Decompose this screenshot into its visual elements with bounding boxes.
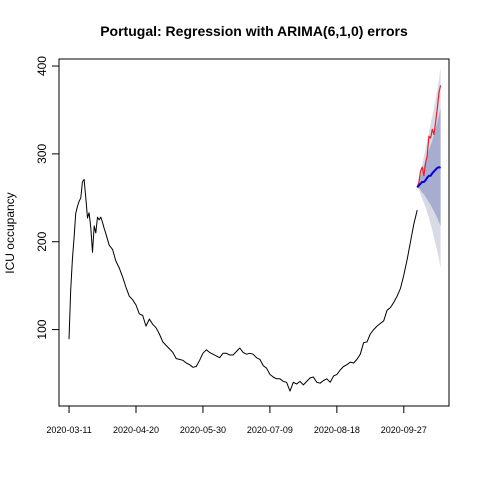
y-axis-label: ICU occupancy [3, 192, 17, 273]
x-tick-label: 2020-08-18 [314, 425, 360, 435]
series-layer [68, 85, 442, 392]
x-tick-label: 2020-03-11 [46, 425, 91, 435]
x-axis: 2020-03-11 2020-04-20 2020-05-30 2020-07-09… [46, 405, 427, 435]
actual-series-line [416, 85, 442, 188]
x-tick-label: 2020-09-27 [381, 425, 427, 435]
y-tick-label: 400 [35, 56, 49, 76]
x-tick-label: 2020-07-09 [247, 425, 293, 435]
forecast-series-line [416, 166, 442, 188]
prediction-interval-80-layer [417, 108, 441, 226]
chart-title: Portugal: Regression with ARIMA(6,1,0) e… [100, 23, 408, 39]
prediction-interval-80-band [417, 108, 441, 226]
x-tick-label: 2020-05-30 [180, 425, 226, 435]
observed-series-line [68, 178, 418, 392]
y-tick-label: 100 [35, 319, 49, 339]
y-tick-label: 300 [35, 144, 49, 164]
x-tick-label: 2020-04-20 [113, 425, 159, 435]
y-axis: 100 200 300 400 [35, 56, 60, 340]
y-tick-label: 200 [35, 231, 49, 251]
